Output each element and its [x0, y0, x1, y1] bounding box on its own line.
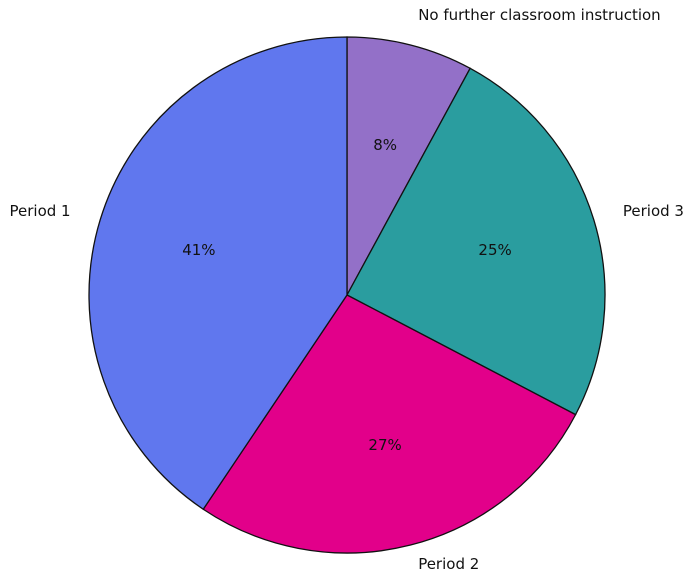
slice-label-period-1: Period 1 — [10, 202, 71, 220]
pie-slice-period-2 — [202, 294, 577, 554]
pct-label-period-3: 25% — [478, 241, 511, 259]
pct-label-period-1: 41% — [182, 241, 215, 259]
slice-label-period-2: Period 2 — [418, 555, 479, 573]
pie-slices — [88, 36, 606, 554]
pie-slice-no-further-classroom-instruction — [346, 36, 472, 296]
pct-label-period-2: 27% — [368, 436, 401, 454]
slice-labels: No further classroom instruction Period 3… — [10, 6, 684, 573]
pie-slice-period-1 — [88, 36, 348, 511]
percent-labels: 8% 25% 27% 41% — [182, 136, 512, 454]
pct-label-no-further-classroom-instruction: 8% — [373, 136, 397, 154]
slice-label-no-further-classroom-instruction: No further classroom instruction — [418, 6, 661, 24]
slice-label-period-3: Period 3 — [623, 202, 684, 220]
